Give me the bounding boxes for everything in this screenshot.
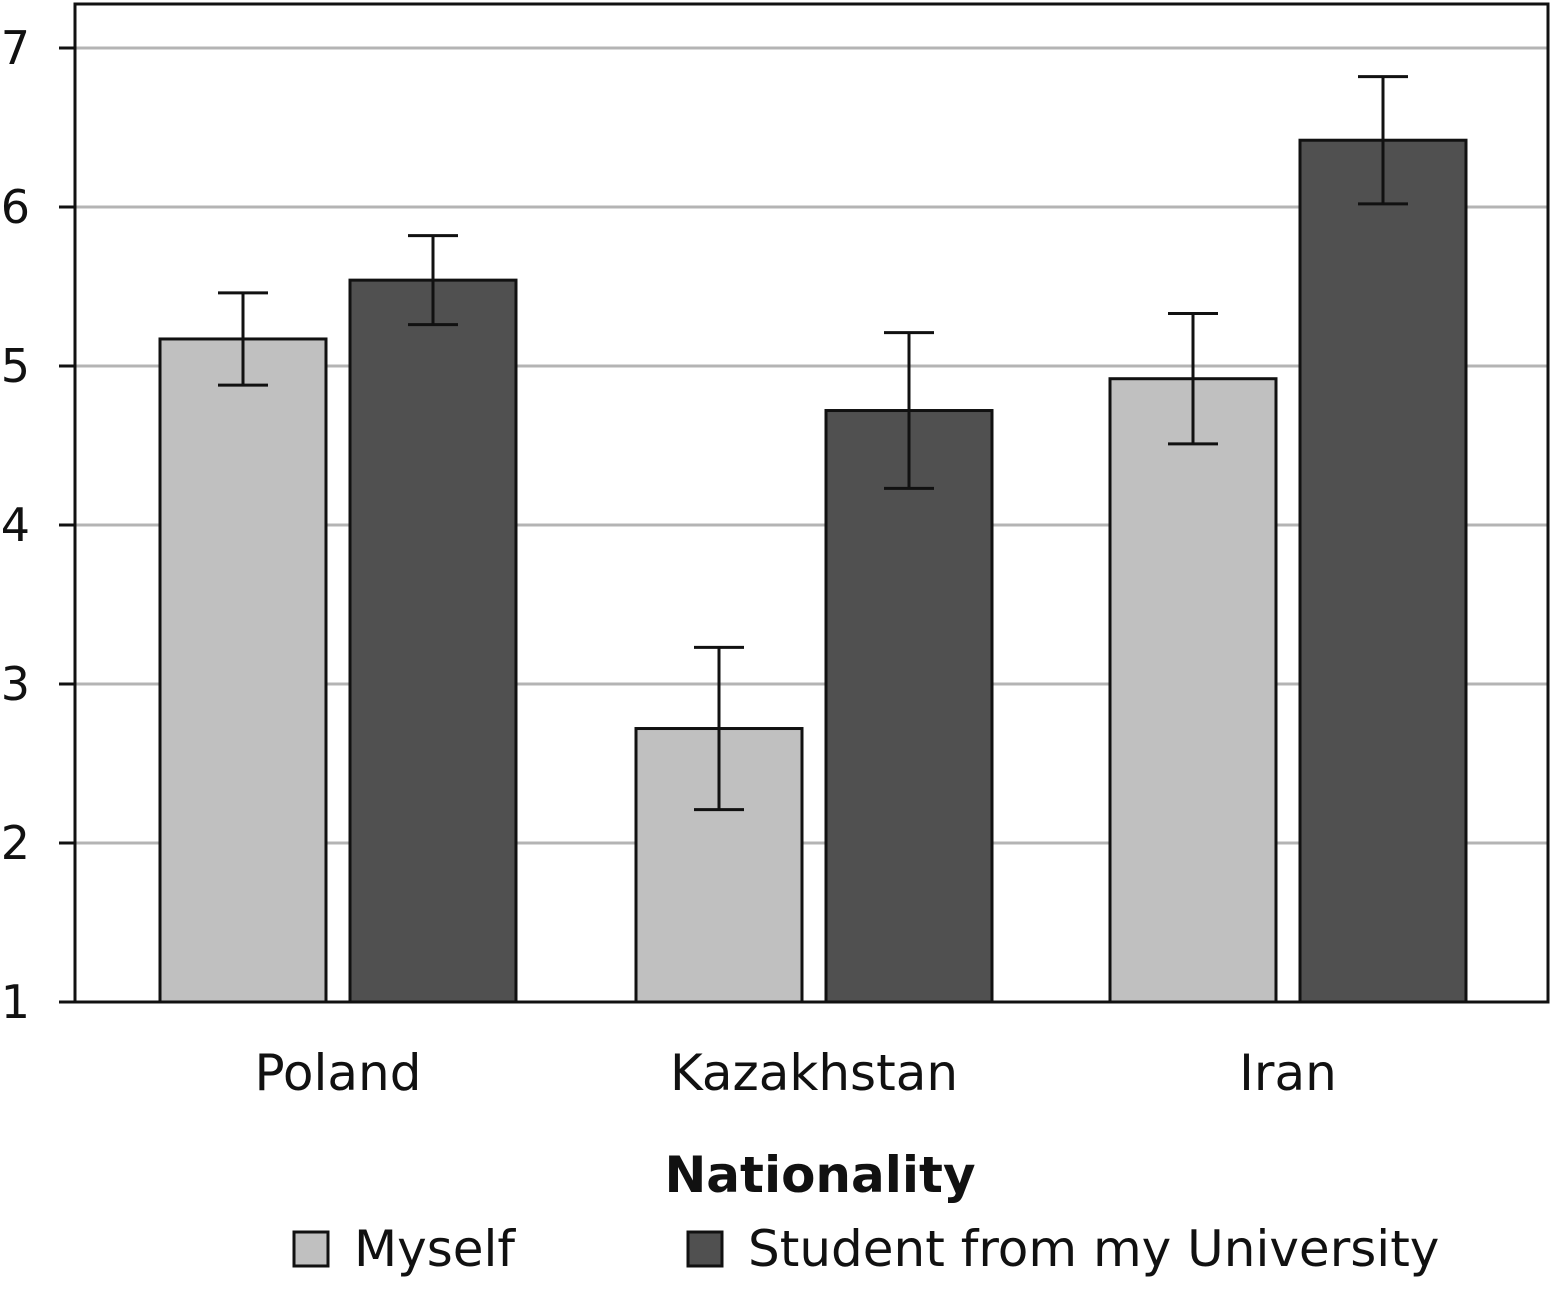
- y-tick-label: 3: [1, 657, 30, 711]
- x-category-label: Iran: [1239, 1044, 1337, 1102]
- y-axis-ticks: 1 2 3 4 5 6 7: [1, 21, 75, 1029]
- error-bars: [218, 75, 1408, 812]
- bar: [1108, 377, 1278, 1004]
- x-category-label: Kazakhstan: [670, 1044, 958, 1102]
- bar: [824, 409, 994, 1004]
- y-tick-label: 7: [1, 21, 30, 75]
- y-tick-label: 2: [1, 816, 30, 870]
- bar: [348, 278, 518, 1004]
- legend-swatch: [686, 1230, 724, 1268]
- y-tick-label: 6: [1, 180, 30, 234]
- y-tick-label: 4: [1, 498, 30, 552]
- plot-frame: [73, 2, 1550, 1004]
- x-axis-category-labels: Poland Kazakhstan Iran: [255, 1044, 1337, 1102]
- legend: Myself Student from my University: [292, 1220, 1439, 1278]
- x-category-label: Poland: [255, 1044, 422, 1102]
- bars: [158, 138, 1468, 1004]
- bar: [1298, 138, 1468, 1004]
- y-tick-label: 5: [1, 339, 30, 393]
- legend-swatch: [292, 1230, 330, 1268]
- legend-label: Myself: [354, 1220, 516, 1278]
- x-axis-title: Nationality: [664, 1146, 975, 1204]
- y-tick-label: 1: [1, 975, 30, 1029]
- bar: [158, 337, 328, 1004]
- legend-label: Student from my University: [748, 1220, 1439, 1278]
